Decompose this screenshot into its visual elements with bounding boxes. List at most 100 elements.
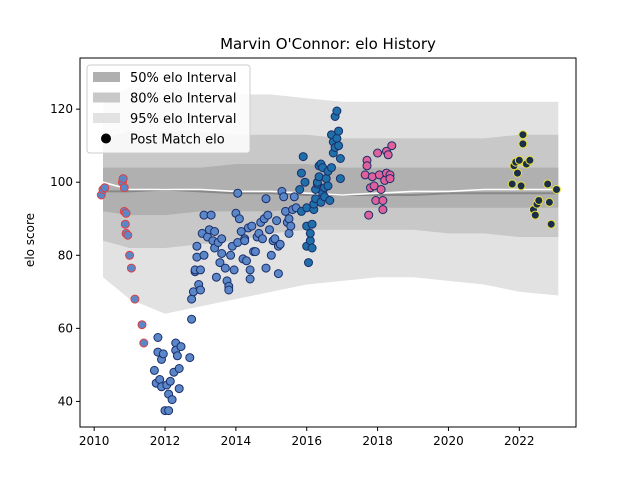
y-tick-label: 120 <box>50 102 73 116</box>
data-point <box>119 183 129 193</box>
data-point <box>261 263 271 273</box>
x-tick-label: 2010 <box>79 434 110 448</box>
data-point <box>118 174 128 184</box>
data-point <box>332 106 342 116</box>
data-point <box>275 239 285 249</box>
data-point <box>525 155 535 165</box>
band-50 <box>103 164 559 216</box>
data-point <box>383 150 393 160</box>
data-point <box>229 265 239 275</box>
data-point <box>155 375 165 384</box>
data-point <box>272 216 282 226</box>
data-point <box>518 139 528 149</box>
plot-frame <box>79 57 577 428</box>
data-point <box>266 250 276 260</box>
data-point <box>130 294 140 304</box>
data-point <box>126 263 136 273</box>
data-point <box>298 152 308 162</box>
legend-swatch <box>93 72 120 82</box>
data-point <box>513 168 522 178</box>
data-point <box>507 179 517 189</box>
y-tick-label: 60 <box>58 321 73 335</box>
legend-label: Post Match elo <box>130 133 225 148</box>
chart-title: Marvin O'Connor: elo History <box>220 35 436 53</box>
data-point <box>332 133 342 143</box>
x-tick-label: 2012 <box>150 434 181 448</box>
y-tick-label: 40 <box>58 394 73 408</box>
data-point <box>242 256 251 266</box>
data-point <box>265 225 274 235</box>
data-point <box>125 250 135 260</box>
data-point <box>245 274 255 284</box>
data-point <box>196 285 205 295</box>
data-point <box>304 258 313 268</box>
data-point <box>289 192 299 202</box>
legend-swatch <box>93 113 120 123</box>
data-point <box>233 188 243 198</box>
data-point <box>174 364 184 373</box>
data-point <box>378 196 388 205</box>
data-point <box>335 174 345 184</box>
data-point <box>199 250 209 260</box>
data-point <box>534 196 544 205</box>
data-point <box>187 314 197 324</box>
x-tick-label: 2020 <box>433 434 464 448</box>
data-point <box>149 365 159 375</box>
data-point <box>284 228 294 238</box>
legend-box <box>86 64 251 154</box>
data-point <box>364 210 374 220</box>
data-point <box>261 194 271 204</box>
data-point <box>217 249 227 258</box>
y-axis: 40 60 80 100 120 <box>50 102 80 408</box>
x-tick-label: 2014 <box>221 434 252 448</box>
data-point <box>543 179 553 189</box>
x-tick-label: 2022 <box>504 434 535 448</box>
data-point <box>226 250 236 260</box>
data-point <box>516 181 526 191</box>
data-point <box>387 141 397 151</box>
data-point <box>137 320 147 330</box>
data-point <box>217 234 227 244</box>
data-point <box>295 185 305 194</box>
data-point <box>172 351 182 361</box>
data-point <box>286 221 296 231</box>
x-tick-label: 2018 <box>362 434 393 448</box>
legend: 50% elo Interval 80% elo Interval 95% elo … <box>86 64 251 154</box>
data-point <box>187 294 197 304</box>
data-point <box>284 214 294 224</box>
data-point <box>196 265 205 275</box>
data-point <box>307 219 317 229</box>
data-point <box>369 181 379 191</box>
legend-swatch <box>93 92 120 103</box>
legend-label: 50% elo Interval <box>130 71 237 86</box>
legend-marker <box>101 133 111 144</box>
data-point <box>305 228 315 238</box>
data-point <box>158 349 168 359</box>
data-point <box>258 234 267 244</box>
data-point <box>373 148 383 158</box>
data-point <box>530 210 540 220</box>
data-point <box>185 353 195 363</box>
data-point <box>245 265 255 275</box>
data-point <box>296 168 306 178</box>
post-match-points <box>96 106 561 416</box>
data-point <box>552 185 561 194</box>
data-point <box>300 177 310 187</box>
data-point <box>323 181 333 191</box>
data-point <box>165 376 175 386</box>
data-point <box>123 230 133 240</box>
data-point <box>220 263 230 273</box>
x-tick-label: 2016 <box>291 434 322 448</box>
data-point <box>206 210 216 220</box>
data-point <box>174 384 184 394</box>
data-point <box>321 174 331 184</box>
data-point <box>279 192 289 202</box>
y-tick-label: 80 <box>58 248 73 262</box>
data-point <box>334 126 344 136</box>
data-point <box>240 236 250 246</box>
x-axis: 2010 2012 2014 2016 2018 2020 2022 <box>79 427 535 448</box>
data-point <box>307 243 317 253</box>
data-point <box>385 174 395 184</box>
y-tick-label: 100 <box>50 175 73 189</box>
